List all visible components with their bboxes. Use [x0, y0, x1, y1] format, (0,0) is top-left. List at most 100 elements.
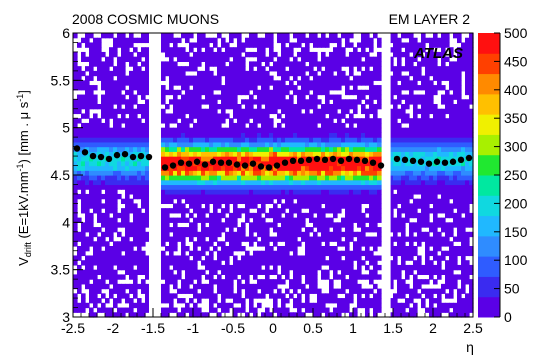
heatmap-cell	[329, 80, 334, 86]
heatmap-cell	[373, 236, 378, 242]
heatmap-cell	[117, 146, 122, 152]
heatmap-cell	[273, 208, 278, 214]
heatmap-cell	[293, 160, 298, 167]
heatmap-cell	[389, 61, 394, 67]
heatmap-cell	[469, 127, 474, 133]
heatmap-cell	[465, 279, 470, 285]
heatmap-cell	[205, 113, 210, 119]
heatmap-cell	[85, 255, 90, 261]
heatmap-cell	[173, 179, 178, 186]
heatmap-cell	[181, 56, 186, 62]
profile-point	[273, 162, 281, 169]
heatmap-cell	[249, 104, 254, 110]
heatmap-cell	[233, 165, 238, 171]
heatmap-cell	[237, 104, 242, 110]
heatmap-cell	[313, 94, 318, 100]
heatmap-cell	[93, 104, 98, 110]
heatmap-cell	[213, 170, 218, 176]
heatmap-cell	[129, 208, 134, 214]
heatmap-cell	[269, 193, 274, 200]
heatmap-cell	[465, 236, 470, 242]
heatmap-cell	[85, 108, 90, 115]
heatmap-cell	[245, 89, 250, 96]
heatmap-cell	[393, 108, 398, 115]
heatmap-cell	[309, 189, 314, 195]
heatmap-cell	[361, 104, 366, 110]
heatmap-cell	[161, 170, 166, 176]
heatmap-cell	[193, 283, 198, 290]
heatmap-cell	[213, 269, 218, 275]
heatmap-cell	[349, 250, 354, 257]
heatmap-cell	[353, 312, 358, 318]
heatmap-cell	[301, 75, 306, 81]
heatmap-cell	[165, 156, 170, 162]
heatmap-cell	[317, 179, 322, 186]
heatmap-cell	[249, 170, 254, 176]
heatmap-cell	[217, 127, 222, 133]
heatmap-cell	[329, 146, 334, 152]
heatmap-cell	[377, 104, 382, 110]
color-scale-swatch	[478, 175, 500, 196]
heatmap-cell	[101, 212, 106, 219]
heatmap-cell	[297, 70, 302, 77]
heatmap-cell	[137, 283, 142, 290]
heatmap-cell	[193, 89, 198, 96]
heatmap-cell	[401, 51, 406, 58]
heatmap-cell	[345, 75, 350, 81]
heatmap-cell	[425, 175, 430, 181]
heatmap-cell	[409, 146, 414, 152]
heatmap-cell	[249, 165, 254, 171]
heatmap-cell	[269, 94, 274, 100]
heatmap-cell	[313, 198, 318, 204]
heatmap-cell	[273, 283, 278, 290]
heatmap-cell	[413, 70, 418, 77]
heatmap-cell	[89, 189, 94, 195]
heatmap-cell	[413, 236, 418, 242]
heatmap-cell	[289, 264, 294, 271]
heatmap-cell	[429, 288, 434, 294]
heatmap-cell	[461, 42, 466, 48]
heatmap-cell	[321, 127, 326, 133]
heatmap-cell	[357, 80, 362, 86]
heatmap-cell	[469, 56, 474, 62]
heatmap-cell	[401, 94, 406, 100]
heatmap-cell	[281, 75, 286, 81]
heatmap-cell	[429, 184, 434, 190]
heatmap-cell	[189, 127, 194, 133]
heatmap-cell	[137, 241, 142, 247]
heatmap-cell	[113, 241, 118, 247]
heatmap-cell	[293, 264, 298, 271]
profile-point	[137, 152, 145, 160]
heatmap-cell	[285, 156, 290, 162]
heatmap-cell	[345, 85, 350, 91]
heatmap-cell	[421, 179, 426, 186]
heatmap-cell	[273, 189, 278, 195]
heatmap-cell	[425, 184, 430, 190]
heatmap-cell	[141, 122, 146, 129]
heatmap-cell	[333, 165, 338, 171]
heatmap-cell	[297, 264, 302, 271]
heatmap-cell	[325, 293, 330, 299]
heatmap-cell	[301, 80, 306, 86]
heatmap-cell	[433, 231, 438, 238]
heatmap-cell	[329, 165, 334, 171]
heatmap-cell	[109, 165, 114, 171]
heatmap-cell	[209, 165, 214, 171]
heatmap-cell	[101, 160, 106, 167]
heatmap-cell	[173, 75, 178, 81]
heatmap-cell	[457, 75, 462, 81]
heatmap-cell	[465, 146, 470, 152]
heatmap-cell	[241, 137, 246, 143]
heatmap-cell	[169, 189, 174, 195]
heatmap-cell	[97, 141, 102, 148]
heatmap-cell	[193, 165, 198, 171]
heatmap-cell	[237, 246, 242, 252]
heatmap-cell	[225, 208, 230, 214]
heatmap-cell	[81, 127, 86, 133]
heatmap-cell	[261, 47, 266, 53]
heatmap-cell	[145, 293, 150, 299]
heatmap-cell	[225, 75, 230, 81]
heatmap-cell	[265, 170, 270, 176]
heatmap-cell	[121, 132, 126, 138]
heatmap-cell	[341, 146, 346, 152]
